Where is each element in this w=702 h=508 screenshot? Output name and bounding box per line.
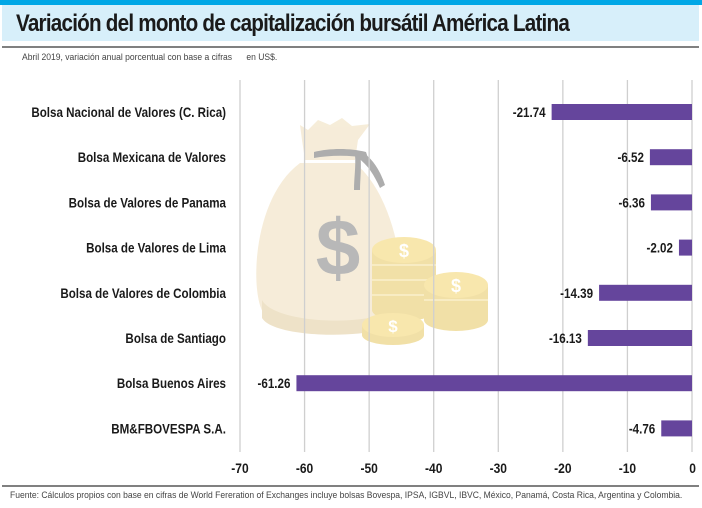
bar <box>296 375 692 392</box>
chart-subtitle: Abril 2019, variación anual porcentual c… <box>22 52 278 63</box>
x-tick-label: -60 <box>296 460 313 476</box>
source-note: Fuente: Cálculos propios con base en cif… <box>10 490 683 501</box>
category-label: Bolsa de Valores de Lima <box>86 241 227 256</box>
value-label: -6.52 <box>617 150 643 165</box>
category-label: BM&FBOVESPA S.A. <box>111 422 226 437</box>
x-tick-label: -10 <box>619 460 636 476</box>
bar <box>599 284 692 301</box>
bar <box>650 194 692 211</box>
category-label: Bolsa Nacional de Valores (C. Rica) <box>31 105 226 120</box>
value-label: -6.36 <box>618 196 644 211</box>
x-tick-label: -30 <box>490 460 507 476</box>
x-tick-label: -40 <box>425 460 442 476</box>
bar <box>587 330 692 346</box>
title-banner: Variación del monto de capitalización bu… <box>2 5 699 41</box>
bar <box>551 104 692 120</box>
value-label: -16.13 <box>549 331 582 346</box>
header-accent-bar <box>0 0 702 5</box>
footer-divider <box>2 485 699 487</box>
value-label: -21.74 <box>513 105 546 120</box>
money-bag-with-coins-icon: $ $ $ $ <box>256 118 488 345</box>
category-label: Bolsa de Valores de Panama <box>69 196 227 211</box>
category-label: Bolsa de Valores de Colombia <box>60 286 227 301</box>
svg-text:$: $ <box>316 203 361 292</box>
x-tick-label: -20 <box>554 460 571 476</box>
svg-text:$: $ <box>399 241 409 261</box>
category-label: Bolsa de Santiago <box>125 331 226 346</box>
category-labels: Bolsa Nacional de Valores (C. Rica) Bolsa… <box>31 105 227 436</box>
category-label: Bolsa Buenos Aires <box>117 376 226 391</box>
bar <box>678 239 692 256</box>
coin-stack-icon: $ <box>424 272 488 331</box>
value-label: -2.02 <box>647 241 673 256</box>
bar <box>649 149 692 166</box>
coin-icon: $ <box>362 313 424 345</box>
svg-text:$: $ <box>451 276 461 296</box>
x-tick-label: -70 <box>231 460 248 476</box>
svg-text:$: $ <box>388 317 398 336</box>
header-divider <box>2 46 699 48</box>
chart-title: Variación del monto de capitalización bu… <box>16 10 570 37</box>
x-tick-label: -50 <box>360 460 377 476</box>
bar <box>661 420 692 437</box>
category-label: Bolsa Mexicana de Valores <box>78 150 226 165</box>
x-tick-label: 0 <box>689 460 696 476</box>
bars <box>296 104 692 437</box>
x-axis-tick-labels: -70 -60 -50 -40 -30 -20 -10 0 <box>231 460 696 476</box>
value-label: -14.39 <box>560 286 593 301</box>
value-labels: -21.74 -6.52 -6.36 -2.02 -14.39 -16.13 -61.26 -… <box>258 105 673 436</box>
value-label: -4.76 <box>629 422 655 437</box>
value-label: -61.26 <box>258 376 291 391</box>
